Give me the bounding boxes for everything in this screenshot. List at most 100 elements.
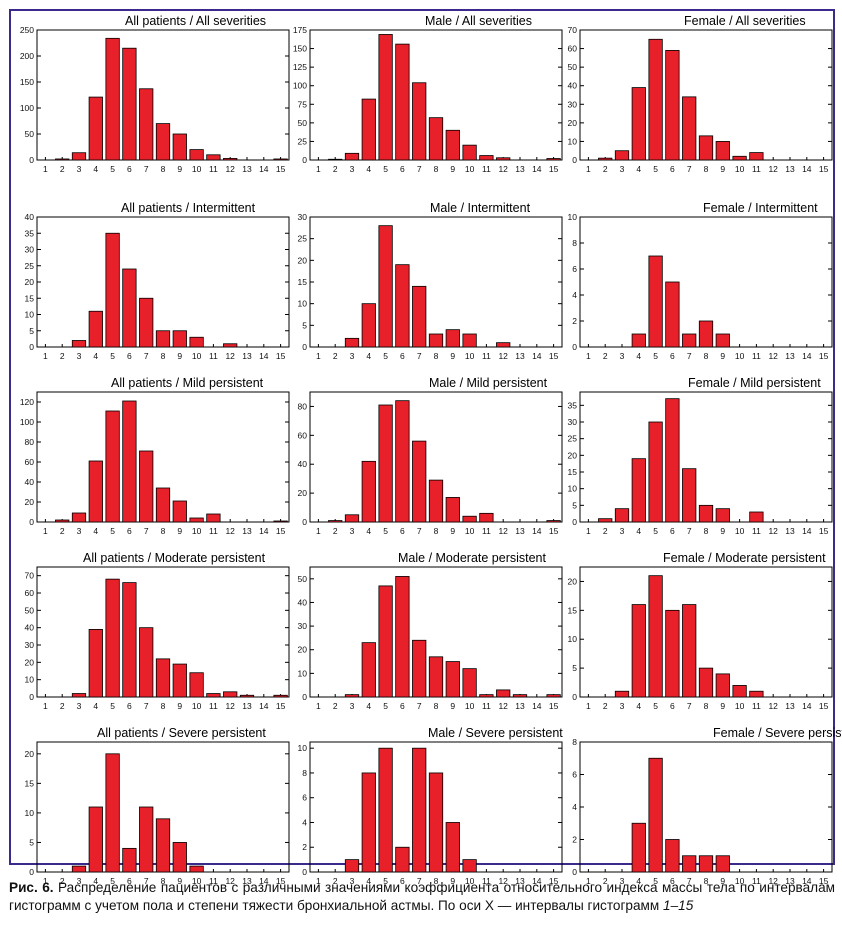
histogram-bar <box>344 694 360 698</box>
y-tick-label: 150 <box>293 44 307 54</box>
histogram-bar <box>715 508 730 523</box>
x-tick-label: 1 <box>316 701 321 711</box>
x-tick-label: 1 <box>586 876 591 886</box>
x-tick-label: 4 <box>366 164 371 174</box>
x-tick-label: 9 <box>450 701 455 711</box>
y-tick-label: 0 <box>572 692 577 702</box>
histogram-bar <box>479 694 494 698</box>
histogram-bar <box>88 629 103 698</box>
x-tick-label: 9 <box>177 701 182 711</box>
x-tick-label: 10 <box>192 876 202 886</box>
x-tick-label: 2 <box>333 876 338 886</box>
histogram-bar <box>598 518 613 523</box>
histogram-bar <box>105 753 120 873</box>
x-tick-label: 11 <box>209 701 218 711</box>
y-tick-label: 20 <box>568 576 578 586</box>
x-tick-label: 2 <box>603 351 608 361</box>
y-tick-label: 20 <box>25 749 35 759</box>
figure-label: Рис. 6. <box>9 880 54 895</box>
x-tick-label: 2 <box>603 701 608 711</box>
histogram-bar <box>122 400 137 523</box>
x-tick-label: 8 <box>704 876 709 886</box>
x-tick-label: 9 <box>177 164 182 174</box>
x-tick-label: 15 <box>276 164 286 174</box>
histogram-bar <box>479 155 494 161</box>
x-tick-label: 13 <box>242 526 252 536</box>
x-tick-label: 5 <box>110 701 115 711</box>
x-tick-label: 8 <box>161 876 166 886</box>
x-tick-label: 2 <box>333 164 338 174</box>
x-tick-label: 6 <box>670 876 675 886</box>
x-tick-label: 8 <box>434 164 439 174</box>
x-tick-label: 12 <box>225 164 235 174</box>
x-tick-label: 3 <box>350 701 355 711</box>
y-tick-label: 8 <box>572 238 577 248</box>
histogram-bar <box>749 152 764 161</box>
x-tick-label: 10 <box>192 526 202 536</box>
histogram-bar <box>122 47 137 161</box>
y-tick-label: 40 <box>25 212 35 222</box>
x-tick-label: 2 <box>60 351 65 361</box>
y-tick-label: 0 <box>572 342 577 352</box>
x-tick-label: 15 <box>276 526 286 536</box>
y-tick-label: 60 <box>298 430 308 440</box>
x-tick-label: 3 <box>620 701 625 711</box>
x-tick-label: 6 <box>127 526 132 536</box>
x-tick-label: 14 <box>259 164 269 174</box>
y-tick-label: 175 <box>293 25 307 35</box>
plot-frame <box>309 216 563 348</box>
x-tick-label: 10 <box>465 351 475 361</box>
x-tick-label: 6 <box>670 164 675 174</box>
histogram-bar <box>682 468 697 523</box>
y-tick-label: 0 <box>29 342 34 352</box>
x-tick-label: 9 <box>177 351 182 361</box>
histogram-bar <box>614 690 630 698</box>
y-tick-label: 20 <box>298 645 308 655</box>
x-tick-label: 6 <box>400 164 405 174</box>
x-tick-label: 14 <box>259 701 269 711</box>
histogram-bar <box>172 330 187 348</box>
panel-title: All patients / Severe persistent <box>97 726 266 740</box>
histogram-bar <box>344 859 360 873</box>
x-tick-label: 7 <box>417 351 422 361</box>
histogram-panel: Male / Severe persistent 0 2 4 6 8 10 1 2 3 4 5 6 7 8 9… <box>298 720 563 892</box>
x-tick-label: 13 <box>785 164 795 174</box>
x-tick-label: 12 <box>225 701 235 711</box>
x-tick-label: 13 <box>785 876 795 886</box>
histogram-bar <box>665 50 680 161</box>
x-tick-label: 10 <box>465 526 475 536</box>
y-tick-label: 150 <box>20 77 34 87</box>
histogram-bar <box>462 859 477 873</box>
x-tick-label: 15 <box>819 351 829 361</box>
histogram-bar <box>172 663 187 698</box>
x-tick-label: 2 <box>333 351 338 361</box>
x-tick-label: 4 <box>636 351 641 361</box>
y-tick-label: 10 <box>298 299 308 309</box>
y-tick-label: 20 <box>298 255 308 265</box>
histogram-bar <box>105 37 120 161</box>
y-tick-label: 2 <box>572 316 577 326</box>
x-tick-label: 7 <box>687 526 692 536</box>
histogram-bar <box>698 667 714 698</box>
x-tick-label: 13 <box>515 876 525 886</box>
x-tick-label: 15 <box>276 701 286 711</box>
histogram-bar <box>189 865 204 873</box>
x-tick-label: 4 <box>366 526 371 536</box>
histogram-panel: Male / Mild persistent 0 20 40 60 80 1 2 3 4 5 6 7 8 9… <box>298 370 563 542</box>
y-tick-label: 0 <box>572 155 577 165</box>
panel-title: Male / Intermittent <box>430 201 531 215</box>
x-tick-label: 2 <box>60 526 65 536</box>
histogram-bar <box>344 514 360 523</box>
x-tick-label: 4 <box>93 876 98 886</box>
histogram-panel: All patients / Moderate persistent 0 10 20 3… <box>25 545 290 717</box>
histogram-bar <box>648 421 663 523</box>
histogram-bar <box>698 135 714 161</box>
x-tick-label: 9 <box>720 876 725 886</box>
y-tick-label: 100 <box>20 103 34 113</box>
panel-title: Female / Moderate persistent <box>663 551 826 565</box>
x-tick-label: 4 <box>636 876 641 886</box>
